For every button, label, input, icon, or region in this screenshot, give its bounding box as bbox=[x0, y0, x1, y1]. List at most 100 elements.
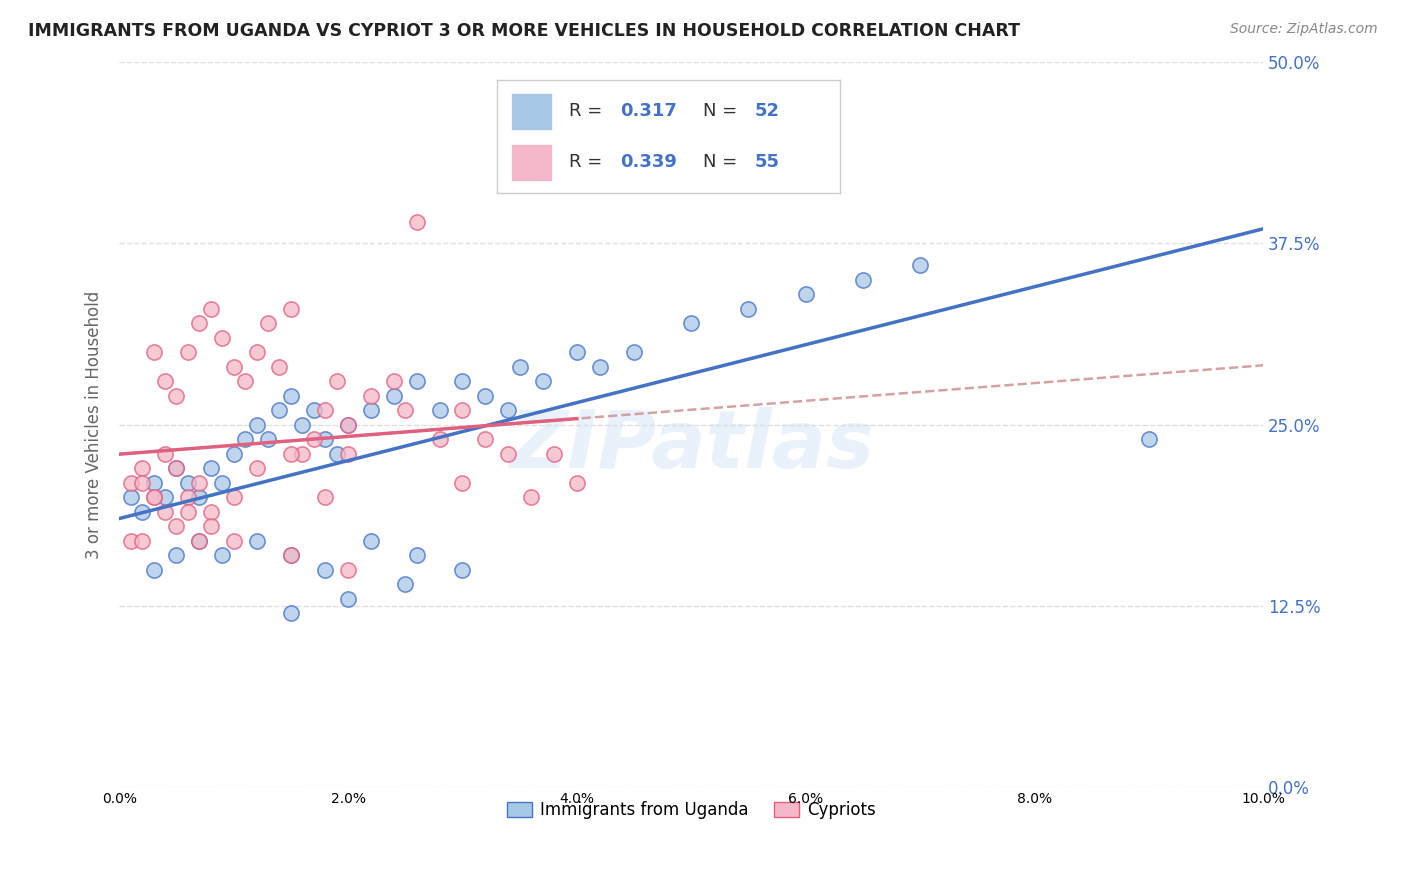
Point bbox=[166, 461, 188, 475]
Point bbox=[280, 548, 302, 562]
Point bbox=[245, 533, 267, 548]
Point bbox=[337, 417, 360, 432]
Y-axis label: 3 or more Vehicles in Household: 3 or more Vehicles in Household bbox=[86, 291, 103, 558]
Point bbox=[337, 447, 360, 461]
Point bbox=[543, 447, 565, 461]
Point bbox=[451, 403, 474, 417]
Point bbox=[360, 533, 382, 548]
Point bbox=[142, 345, 165, 359]
Point bbox=[222, 533, 245, 548]
Point bbox=[120, 490, 142, 504]
Point bbox=[188, 475, 211, 490]
Point bbox=[177, 475, 200, 490]
Point bbox=[589, 359, 612, 374]
Point bbox=[153, 505, 176, 519]
Point bbox=[394, 403, 416, 417]
Point bbox=[188, 533, 211, 548]
Point bbox=[280, 389, 302, 403]
Point bbox=[509, 359, 531, 374]
Point bbox=[302, 403, 325, 417]
Point bbox=[496, 447, 519, 461]
Point bbox=[623, 345, 645, 359]
Point bbox=[269, 403, 291, 417]
Point bbox=[314, 432, 336, 446]
Point bbox=[360, 403, 382, 417]
Point bbox=[314, 490, 336, 504]
Text: IMMIGRANTS FROM UGANDA VS CYPRIOT 3 OR MORE VEHICLES IN HOUSEHOLD CORRELATION CH: IMMIGRANTS FROM UGANDA VS CYPRIOT 3 OR M… bbox=[28, 22, 1021, 40]
Point bbox=[269, 359, 291, 374]
Point bbox=[451, 475, 474, 490]
Point bbox=[1137, 432, 1160, 446]
Point bbox=[153, 490, 176, 504]
Point bbox=[131, 533, 153, 548]
Point bbox=[120, 475, 142, 490]
Point bbox=[429, 432, 451, 446]
Point bbox=[291, 447, 314, 461]
Point bbox=[337, 591, 360, 606]
Point bbox=[337, 417, 360, 432]
Point bbox=[245, 461, 267, 475]
Point bbox=[681, 316, 703, 330]
Point bbox=[222, 490, 245, 504]
Point bbox=[200, 461, 222, 475]
Point bbox=[737, 301, 759, 316]
Point bbox=[211, 548, 233, 562]
Point bbox=[222, 447, 245, 461]
Point bbox=[394, 577, 416, 591]
Text: ZIPatlas: ZIPatlas bbox=[509, 408, 873, 485]
Point bbox=[565, 345, 588, 359]
Point bbox=[314, 403, 336, 417]
Point bbox=[142, 563, 165, 577]
Point bbox=[405, 548, 427, 562]
Point bbox=[794, 287, 817, 301]
Point bbox=[177, 505, 200, 519]
Point bbox=[325, 447, 347, 461]
Point bbox=[429, 403, 451, 417]
Point bbox=[188, 533, 211, 548]
Point bbox=[496, 403, 519, 417]
Point bbox=[245, 345, 267, 359]
Point bbox=[153, 447, 176, 461]
Point bbox=[166, 519, 188, 533]
Point bbox=[314, 563, 336, 577]
Point bbox=[382, 389, 405, 403]
Point bbox=[166, 461, 188, 475]
Point bbox=[257, 432, 280, 446]
Point bbox=[291, 417, 314, 432]
Text: Source: ZipAtlas.com: Source: ZipAtlas.com bbox=[1230, 22, 1378, 37]
Point bbox=[120, 533, 142, 548]
Point bbox=[474, 432, 496, 446]
Point bbox=[142, 475, 165, 490]
Point bbox=[531, 374, 554, 388]
Point bbox=[166, 389, 188, 403]
Point bbox=[565, 475, 588, 490]
Point bbox=[131, 461, 153, 475]
Point bbox=[211, 475, 233, 490]
Point bbox=[233, 374, 256, 388]
Legend: Immigrants from Uganda, Cypriots: Immigrants from Uganda, Cypriots bbox=[501, 795, 883, 826]
Point bbox=[908, 258, 931, 272]
Point bbox=[177, 490, 200, 504]
Point bbox=[382, 374, 405, 388]
Point bbox=[245, 417, 267, 432]
Point bbox=[405, 214, 427, 228]
Point bbox=[200, 505, 222, 519]
Point bbox=[302, 432, 325, 446]
Point bbox=[188, 490, 211, 504]
Point bbox=[280, 548, 302, 562]
Point bbox=[405, 374, 427, 388]
Point bbox=[852, 273, 875, 287]
Point bbox=[451, 374, 474, 388]
Point bbox=[153, 374, 176, 388]
Point bbox=[451, 563, 474, 577]
Point bbox=[520, 490, 543, 504]
Point bbox=[131, 475, 153, 490]
Point bbox=[200, 301, 222, 316]
Point bbox=[257, 316, 280, 330]
Point bbox=[142, 490, 165, 504]
Point bbox=[474, 389, 496, 403]
Point bbox=[233, 432, 256, 446]
Point bbox=[280, 301, 302, 316]
Point bbox=[166, 548, 188, 562]
Point bbox=[280, 447, 302, 461]
